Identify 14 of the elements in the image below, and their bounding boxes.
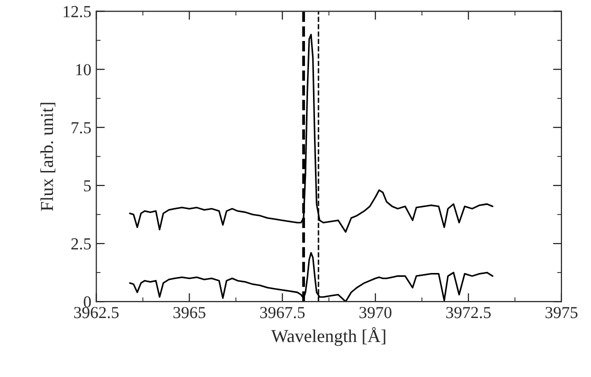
y-tick-label: 7.5 [72, 122, 91, 134]
y-tick-label: 0 [84, 296, 91, 308]
x-tick-label: 3975 [546, 306, 578, 318]
y-tick-label: 2.5 [71, 238, 91, 250]
x-tick-label: 3967.5 [260, 306, 305, 318]
y-axis-title: Flux [arb. unit] [40, 102, 56, 211]
y-tick-label: 10 [76, 64, 91, 76]
y-tick-label: 5 [84, 180, 91, 192]
x-tick-label: 3965 [173, 306, 206, 318]
x-tick-label: 3972.5 [446, 306, 491, 318]
y-tick-label: 12.5 [64, 6, 91, 18]
x-axis-title: Wavelength [Å] [271, 327, 386, 346]
x-tick-label: 3962.5 [74, 306, 119, 318]
x-tick-label: 3970 [360, 306, 392, 318]
